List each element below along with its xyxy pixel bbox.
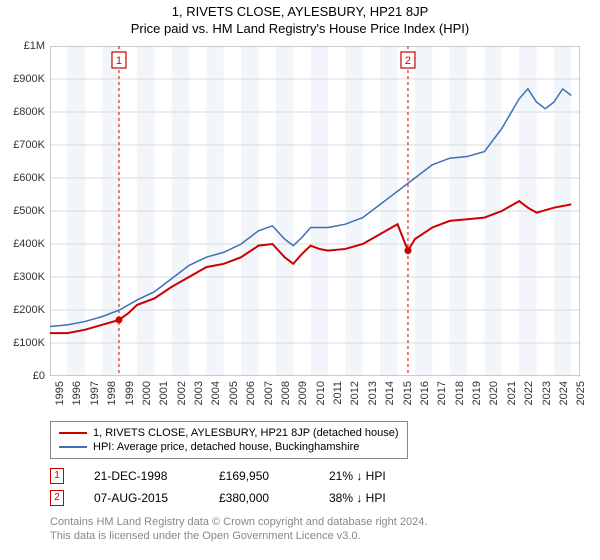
y-axis-label: £0 — [33, 370, 45, 382]
y-axis-label: £1M — [24, 40, 45, 52]
x-axis-label: 1996 — [71, 381, 83, 405]
svg-text:2: 2 — [405, 55, 411, 67]
legend-swatch — [59, 432, 87, 434]
x-axis-label: 1999 — [124, 381, 136, 405]
x-axis-label: 2010 — [315, 381, 327, 405]
chart-title: 1, RIVETS CLOSE, AYLESBURY, HP21 8JP — [0, 0, 600, 19]
x-axis-label: 2002 — [176, 381, 188, 405]
x-axis-label: 2001 — [158, 381, 170, 405]
y-axis-label: £500K — [13, 205, 45, 217]
transaction-date: 07-AUG-2015 — [94, 491, 189, 505]
x-axis-label: 2018 — [454, 381, 466, 405]
transaction-row: 1 21-DEC-1998 £169,950 21% ↓ HPI — [50, 465, 600, 487]
chart-container: 1, RIVETS CLOSE, AYLESBURY, HP21 8JP Pri… — [0, 0, 600, 560]
x-axis-label: 2014 — [384, 381, 396, 405]
y-axis-label: £700K — [13, 139, 45, 151]
x-axis-label: 2003 — [193, 381, 205, 405]
x-axis-label: 1997 — [89, 381, 101, 405]
x-axis-label: 2011 — [332, 381, 344, 405]
x-axis-label: 2015 — [402, 381, 414, 405]
svg-text:1: 1 — [116, 55, 122, 67]
x-axis-label: 2025 — [575, 381, 587, 405]
transaction-marker: 2 — [50, 490, 64, 506]
chart-svg: 12 — [50, 46, 580, 376]
x-axis-label: 2009 — [297, 381, 309, 405]
x-axis-label: 2016 — [419, 381, 431, 405]
y-axis-label: £800K — [13, 106, 45, 118]
transaction-marker: 1 — [50, 468, 64, 484]
x-axis-label: 2024 — [558, 381, 570, 405]
x-axis-label: 2000 — [141, 381, 153, 405]
x-axis-label: 2019 — [471, 381, 483, 405]
chart-area: 12 £0£100K£200K£300K£400K£500K£600K£700K… — [50, 46, 580, 376]
legend-row: HPI: Average price, detached house, Buck… — [59, 440, 399, 454]
x-axis-label: 2004 — [210, 381, 222, 405]
footer-line: This data is licensed under the Open Gov… — [50, 529, 600, 543]
x-axis-label: 1998 — [106, 381, 118, 405]
x-axis-label: 2008 — [280, 381, 292, 405]
y-axis-label: £600K — [13, 172, 45, 184]
footer-line: Contains HM Land Registry data © Crown c… — [50, 515, 600, 529]
transaction-row: 2 07-AUG-2015 £380,000 38% ↓ HPI — [50, 487, 600, 509]
legend-swatch — [59, 446, 87, 448]
transaction-price: £380,000 — [219, 491, 299, 505]
y-axis-label: £400K — [13, 238, 45, 250]
transaction-delta: 38% ↓ HPI — [329, 491, 386, 505]
transaction-price: £169,950 — [219, 469, 299, 483]
transaction-date: 21-DEC-1998 — [94, 469, 189, 483]
x-axis-label: 2022 — [523, 381, 535, 405]
legend-row: 1, RIVETS CLOSE, AYLESBURY, HP21 8JP (de… — [59, 426, 399, 440]
x-axis-label: 2017 — [436, 381, 448, 405]
legend: 1, RIVETS CLOSE, AYLESBURY, HP21 8JP (de… — [50, 421, 408, 459]
transactions-table: 1 21-DEC-1998 £169,950 21% ↓ HPI 2 07-AU… — [50, 465, 600, 509]
y-axis-label: £300K — [13, 271, 45, 283]
x-axis-label: 2023 — [541, 381, 553, 405]
x-axis-label: 1995 — [54, 381, 66, 405]
footer: Contains HM Land Registry data © Crown c… — [50, 515, 600, 544]
x-axis-label: 2020 — [488, 381, 500, 405]
legend-label: 1, RIVETS CLOSE, AYLESBURY, HP21 8JP (de… — [93, 427, 399, 439]
y-axis-label: £100K — [13, 337, 45, 349]
x-axis-label: 2005 — [228, 381, 240, 405]
x-axis-label: 2021 — [506, 381, 518, 405]
x-axis-label: 2012 — [349, 381, 361, 405]
chart-subtitle: Price paid vs. HM Land Registry's House … — [0, 19, 600, 36]
y-axis-label: £200K — [13, 304, 45, 316]
transaction-delta: 21% ↓ HPI — [329, 469, 386, 483]
x-axis-label: 2007 — [263, 381, 275, 405]
legend-label: HPI: Average price, detached house, Buck… — [93, 441, 359, 453]
x-axis-label: 2013 — [367, 381, 379, 405]
x-axis-label: 2006 — [245, 381, 257, 405]
y-axis-label: £900K — [13, 73, 45, 85]
